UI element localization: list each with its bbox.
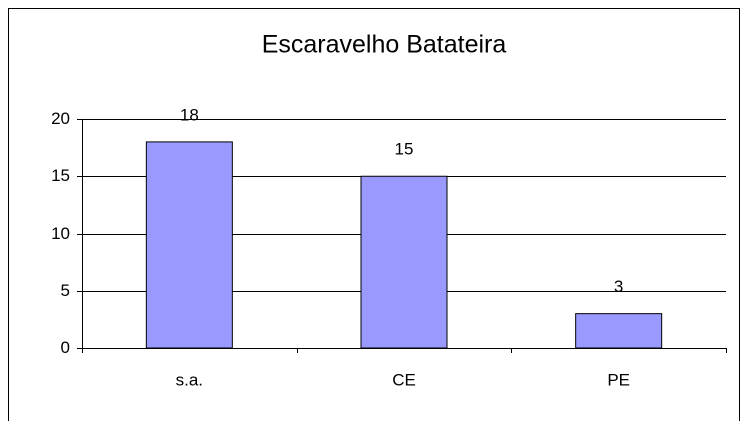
y-tick-label: 15 — [51, 166, 70, 185]
y-tick-label: 20 — [51, 109, 70, 128]
data-label: 15 — [395, 140, 414, 159]
chart-frame — [8, 8, 740, 421]
bar — [360, 175, 448, 349]
y-tick-label: 0 — [61, 338, 70, 357]
data-label: 18 — [180, 105, 199, 124]
y-tick-label: 10 — [51, 224, 70, 243]
x-tick-label: CE — [392, 370, 416, 389]
chart-title: Escaravelho Batateira — [262, 31, 507, 59]
bar — [575, 313, 663, 349]
x-tick-label: PE — [607, 370, 630, 389]
y-tick-label: 5 — [61, 281, 70, 300]
bar — [145, 141, 233, 349]
x-tick-label: s.a. — [176, 370, 203, 389]
data-label: 3 — [614, 277, 623, 296]
